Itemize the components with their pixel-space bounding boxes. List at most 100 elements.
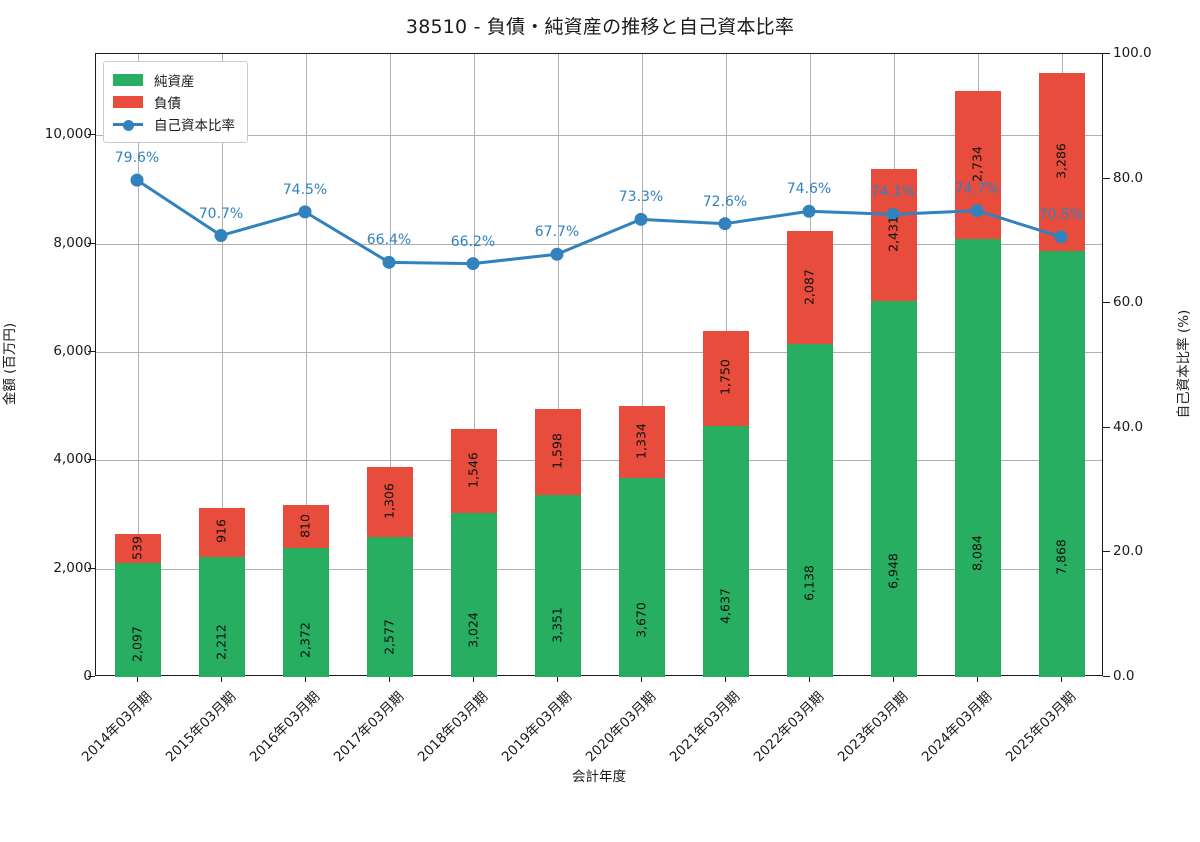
gridline-horizontal	[96, 351, 1102, 353]
equity-ratio-marker[interactable]	[382, 255, 396, 269]
bar-segment-net-assets[interactable]	[366, 537, 414, 677]
y-axis-tick-label-right: 40.0	[1113, 418, 1144, 435]
bar-segment-net-assets[interactable]	[786, 344, 834, 677]
x-axis-label: 会計年度	[572, 769, 626, 785]
bar-segment-net-assets[interactable]	[450, 513, 498, 677]
x-axis-tick-mark	[305, 676, 306, 682]
equity-ratio-marker[interactable]	[970, 204, 984, 218]
gridline-vertical	[138, 54, 139, 675]
x-axis-tick-label: 2014年03月期	[78, 688, 156, 766]
equity-ratio-marker[interactable]	[550, 247, 564, 261]
bar-segment-net-assets[interactable]	[870, 300, 918, 677]
y-axis-label-left: 金額 (百万円)	[2, 322, 18, 406]
equity-ratio-line-series	[130, 173, 1068, 271]
x-axis-tick-label: 2024年03月期	[918, 688, 996, 766]
bar-segment-liabilities[interactable]	[282, 504, 330, 549]
gridline-vertical	[306, 54, 307, 675]
chart-title: 38510 - 負債・純資産の推移と自己資本比率	[405, 16, 795, 38]
bar-segment-liabilities[interactable]	[786, 231, 834, 345]
legend-label-liabilities: 負債	[154, 96, 181, 112]
equity-ratio-marker[interactable]	[214, 229, 228, 243]
legend-item-equity-ratio[interactable]: 自己資本比率	[113, 113, 235, 135]
x-axis-tick-mark	[557, 676, 558, 682]
y-axis-tick-mark-left	[88, 242, 95, 244]
gridline-horizontal	[96, 460, 1102, 462]
legend-item-liabilities[interactable]: 負債	[113, 91, 235, 113]
chart-legend: 純資産 負債 自己資本比率	[103, 61, 248, 143]
y-axis-tick-mark-right	[1103, 676, 1110, 677]
bar-segment-net-assets[interactable]	[114, 563, 162, 677]
bar-segment-net-assets[interactable]	[702, 425, 750, 677]
equity-ratio-marker[interactable]	[802, 204, 816, 218]
y-axis-tick-mark-left	[88, 459, 95, 461]
legend-label-net-assets: 純資産	[154, 74, 195, 90]
x-axis-tick-label: 2018年03月期	[414, 688, 492, 766]
y-axis-tick-mark-left	[88, 350, 95, 352]
legend-line-equity-ratio	[113, 117, 143, 131]
bar-segment-net-assets[interactable]	[1038, 250, 1086, 677]
y-axis-tick-label-left: 2,000	[53, 559, 92, 576]
equity-ratio-marker[interactable]	[718, 217, 732, 231]
gridline-vertical	[558, 54, 559, 675]
x-axis-tick-mark	[221, 676, 222, 682]
bar-segment-net-assets[interactable]	[282, 548, 330, 677]
x-axis-tick-label: 2020年03月期	[582, 688, 660, 766]
x-axis-tick-mark	[977, 676, 978, 682]
bar-segment-liabilities[interactable]	[1038, 72, 1086, 251]
equity-ratio-marker[interactable]	[298, 205, 312, 219]
x-axis-tick-mark	[641, 676, 642, 682]
gridline-vertical	[222, 54, 223, 675]
legend-item-net-assets[interactable]: 純資産	[113, 69, 235, 91]
x-axis-tick-label: 2025年03月期	[1002, 688, 1080, 766]
y-axis-tick-label-left: 10,000	[44, 126, 92, 143]
x-axis-tick-label: 2022年03月期	[750, 688, 828, 766]
y-axis-label-right: 自己資本比率 (%)	[1176, 309, 1192, 419]
bar-segment-liabilities[interactable]	[366, 466, 414, 538]
chart-figure: 38510 - 負債・純資産の推移と自己資本比率 0 2,000 4,000 6,00…	[2, 16, 1192, 785]
bar-segment-net-assets[interactable]	[618, 478, 666, 677]
legend-line-marker	[123, 119, 134, 131]
y-axis-tick-label-right: 60.0	[1113, 294, 1144, 311]
y-axis-tick-label-left: 8,000	[53, 234, 92, 251]
bar-segment-liabilities[interactable]	[870, 168, 918, 301]
bar-segment-liabilities[interactable]	[198, 507, 246, 558]
bar-segment-net-assets[interactable]	[954, 239, 1002, 677]
bar-segment-liabilities[interactable]	[618, 405, 666, 479]
bar-segment-liabilities[interactable]	[114, 534, 162, 564]
gridline-horizontal	[96, 243, 1102, 245]
equity-ratio-marker[interactable]	[466, 257, 480, 271]
x-axis-tick-mark	[893, 676, 894, 682]
bar-segment-liabilities[interactable]	[534, 408, 582, 496]
legend-label-equity-ratio: 自己資本比率	[154, 118, 235, 134]
y-axis-tick-mark-left	[88, 676, 95, 677]
x-axis-tick-label: 2023年03月期	[834, 688, 912, 766]
gridline-vertical	[474, 54, 475, 675]
equity-ratio-marker[interactable]	[886, 207, 900, 221]
y-axis-tick-label-left: 4,000	[53, 451, 92, 468]
x-axis-tick-mark	[1061, 676, 1062, 682]
plot-area	[95, 53, 1103, 677]
bar-segment-net-assets[interactable]	[534, 495, 582, 677]
x-axis-tick-mark	[137, 676, 138, 682]
x-axis-tick-label: 2017年03月期	[330, 688, 408, 766]
y-axis-tick-label-right: 100.0	[1113, 45, 1152, 61]
bar-segment-liabilities[interactable]	[450, 429, 498, 514]
equity-ratio-marker[interactable]	[1054, 230, 1068, 244]
y-axis-tick-label-right: 80.0	[1113, 169, 1144, 186]
y-axis-tick-mark-right	[1103, 177, 1110, 179]
x-axis-tick-label: 2021年03月期	[666, 688, 744, 766]
equity-ratio-polyline	[135, 178, 1063, 266]
y-axis-tick-label-right: 20.0	[1113, 543, 1144, 560]
x-axis-tick-mark	[389, 676, 390, 682]
y-axis-tick-label-left: 0	[83, 668, 92, 684]
x-axis-tick-mark	[725, 676, 726, 682]
y-axis-tick-mark-left	[88, 567, 95, 569]
bar-segment-net-assets[interactable]	[198, 557, 246, 677]
legend-swatch-liabilities	[113, 96, 143, 108]
bar-segment-liabilities[interactable]	[702, 330, 750, 426]
gridline-horizontal	[96, 568, 1102, 570]
equity-ratio-marker[interactable]	[130, 173, 144, 187]
y-axis-tick-mark-right	[1103, 426, 1110, 428]
equity-ratio-marker[interactable]	[634, 212, 648, 226]
y-axis-tick-label-right: 0.0	[1113, 668, 1135, 684]
